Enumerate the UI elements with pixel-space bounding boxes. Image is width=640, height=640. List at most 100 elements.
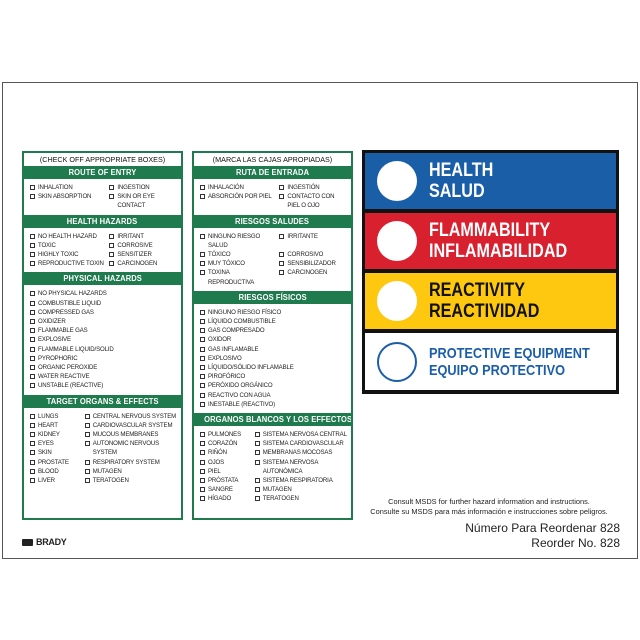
- checkbox-icon[interactable]: [30, 432, 35, 438]
- checkbox-icon[interactable]: [30, 478, 35, 484]
- checkbox-icon[interactable]: [200, 261, 205, 267]
- checklist-item[interactable]: EYES: [30, 439, 80, 448]
- checkbox-icon[interactable]: [279, 261, 285, 267]
- checkbox-icon[interactable]: [30, 468, 35, 474]
- checklist-item[interactable]: INESTABLE (REACTIVO): [200, 400, 347, 409]
- checklist-item[interactable]: LIVER: [30, 476, 80, 485]
- checkbox-icon[interactable]: [200, 194, 205, 200]
- checklist-item[interactable]: COMBUSTIBLE LIQUID: [30, 299, 177, 308]
- checklist-item[interactable]: MUCOUS MEMBRANES: [84, 430, 177, 439]
- checklist-item[interactable]: SKIN ABSORPTION: [30, 192, 104, 210]
- checkbox-icon[interactable]: [254, 496, 260, 502]
- checkbox-icon[interactable]: [30, 337, 35, 343]
- checklist-item[interactable]: FLAMMABLE GAS: [30, 326, 177, 335]
- checkbox-icon[interactable]: [200, 441, 205, 447]
- checkbox-icon[interactable]: [30, 291, 35, 297]
- checklist-item[interactable]: SISTEMA CARDIOVASCULAR: [254, 439, 347, 448]
- checklist-item[interactable]: CARDIOVASCULAR SYSTEM: [84, 421, 177, 430]
- checkbox-icon[interactable]: [30, 365, 35, 371]
- checkbox-icon[interactable]: [30, 252, 35, 258]
- checklist-item[interactable]: MUY TÓXICO: [200, 259, 274, 268]
- checklist-item[interactable]: RESPIRATORY SYSTEM: [84, 458, 177, 467]
- checkbox-icon[interactable]: [279, 233, 285, 239]
- checkbox-icon[interactable]: [254, 487, 260, 493]
- checklist-item[interactable]: CARCINOGEN: [279, 268, 347, 286]
- checkbox-icon[interactable]: [200, 374, 205, 380]
- checklist-item[interactable]: PIROFÓRICO: [200, 372, 347, 381]
- checkbox-icon[interactable]: [254, 478, 260, 484]
- checklist-item[interactable]: SENSITIZER: [109, 250, 177, 259]
- checklist-item[interactable]: REACTIVO CON AGUA: [200, 391, 347, 400]
- checkbox-icon[interactable]: [200, 432, 205, 438]
- checklist-item[interactable]: OJOS: [200, 458, 250, 467]
- checklist-item[interactable]: CORROSIVO: [279, 250, 347, 259]
- checklist-item[interactable]: TERATOGEN: [254, 494, 347, 503]
- checkbox-icon[interactable]: [30, 309, 35, 315]
- checkbox-icon[interactable]: [200, 346, 205, 352]
- checklist-item[interactable]: TOXINA REPRODUCTIVA: [200, 268, 274, 286]
- checkbox-icon[interactable]: [200, 233, 205, 239]
- checklist-item[interactable]: MUTAGEN: [254, 485, 347, 494]
- rating-circle[interactable]: [377, 221, 417, 261]
- checklist-item[interactable]: SKIN: [30, 448, 80, 457]
- checklist-item[interactable]: RIÑÓN: [200, 448, 250, 457]
- checkbox-icon[interactable]: [109, 233, 115, 239]
- checklist-item[interactable]: INHALACIÓN: [200, 183, 274, 192]
- checkbox-icon[interactable]: [30, 242, 35, 248]
- checklist-item[interactable]: NO HEALTH HAZARD: [30, 232, 104, 241]
- checklist-item[interactable]: CORAZÓN: [200, 439, 250, 448]
- checkbox-icon[interactable]: [30, 383, 35, 389]
- checkbox-icon[interactable]: [200, 365, 205, 371]
- checklist-item[interactable]: PYROPHORIC: [30, 354, 177, 363]
- checkbox-icon[interactable]: [254, 459, 260, 465]
- checkbox-icon[interactable]: [279, 270, 285, 276]
- checklist-item[interactable]: OXIDOR: [200, 335, 347, 344]
- checklist-item[interactable]: MEMBRANAS MOCOSAS: [254, 448, 347, 457]
- checkbox-icon[interactable]: [109, 242, 115, 248]
- checkbox-icon[interactable]: [200, 496, 205, 502]
- checkbox-icon[interactable]: [200, 478, 205, 484]
- checkbox-icon[interactable]: [84, 478, 90, 484]
- checkbox-icon[interactable]: [30, 346, 35, 352]
- checklist-item[interactable]: KIDNEY: [30, 430, 80, 439]
- checklist-item[interactable]: ORGANIC PEROXIDE: [30, 363, 177, 372]
- checklist-item[interactable]: EXPLOSIVO: [200, 354, 347, 363]
- checklist-item[interactable]: PULMONES: [200, 430, 250, 439]
- checkbox-icon[interactable]: [279, 185, 285, 190]
- checkbox-icon[interactable]: [84, 413, 90, 419]
- checkbox-icon[interactable]: [109, 261, 115, 267]
- checklist-item[interactable]: SISTEMA NERVOSA CENTRAL: [254, 430, 347, 439]
- checkbox-icon[interactable]: [200, 337, 205, 343]
- rating-circle[interactable]: [377, 281, 417, 321]
- checklist-item[interactable]: HEART: [30, 421, 80, 430]
- checklist-item[interactable]: INGESTION: [109, 183, 177, 192]
- checklist-item[interactable]: HIGHLY TOXIC: [30, 250, 104, 259]
- checkbox-icon[interactable]: [200, 450, 205, 456]
- checklist-item[interactable]: WATER REACTIVE: [30, 372, 177, 381]
- checklist-item[interactable]: BLOOD: [30, 467, 80, 476]
- checklist-item[interactable]: FLAMMABLE LIQUID/SOLID: [30, 345, 177, 354]
- checkbox-icon[interactable]: [254, 432, 260, 438]
- checklist-item[interactable]: UNSTABLE (REACTIVE): [30, 381, 177, 390]
- checklist-item[interactable]: GAS INFLAMABLE: [200, 345, 347, 354]
- checklist-item[interactable]: OXIDIZER: [30, 317, 177, 326]
- checkbox-icon[interactable]: [200, 459, 205, 465]
- checklist-item[interactable]: PIEL: [200, 467, 250, 476]
- checklist-item[interactable]: INHALATION: [30, 183, 104, 192]
- checklist-item[interactable]: LÍQUIDO/SÓLIDO INFLAMABLE: [200, 363, 347, 372]
- checkbox-icon[interactable]: [200, 355, 205, 361]
- checklist-item[interactable]: LUNGS: [30, 412, 80, 421]
- checkbox-icon[interactable]: [279, 194, 285, 200]
- checkbox-icon[interactable]: [254, 450, 260, 456]
- checkbox-icon[interactable]: [200, 487, 205, 493]
- checklist-item[interactable]: CENTRAL NERVOUS SYSTEM: [84, 412, 177, 421]
- checklist-item[interactable]: MUTAGEN: [84, 467, 177, 476]
- checklist-item[interactable]: HÍGADO: [200, 494, 250, 503]
- checkbox-icon[interactable]: [30, 261, 35, 267]
- checkbox-icon[interactable]: [109, 252, 115, 258]
- checklist-item[interactable]: INGESTIÓN: [279, 183, 347, 192]
- checklist-item[interactable]: IRRITANT: [109, 232, 177, 241]
- checklist-item[interactable]: NINGUNO RIESGO FÍSICO: [200, 308, 347, 317]
- checkbox-icon[interactable]: [30, 319, 35, 325]
- checkbox-icon[interactable]: [200, 319, 205, 325]
